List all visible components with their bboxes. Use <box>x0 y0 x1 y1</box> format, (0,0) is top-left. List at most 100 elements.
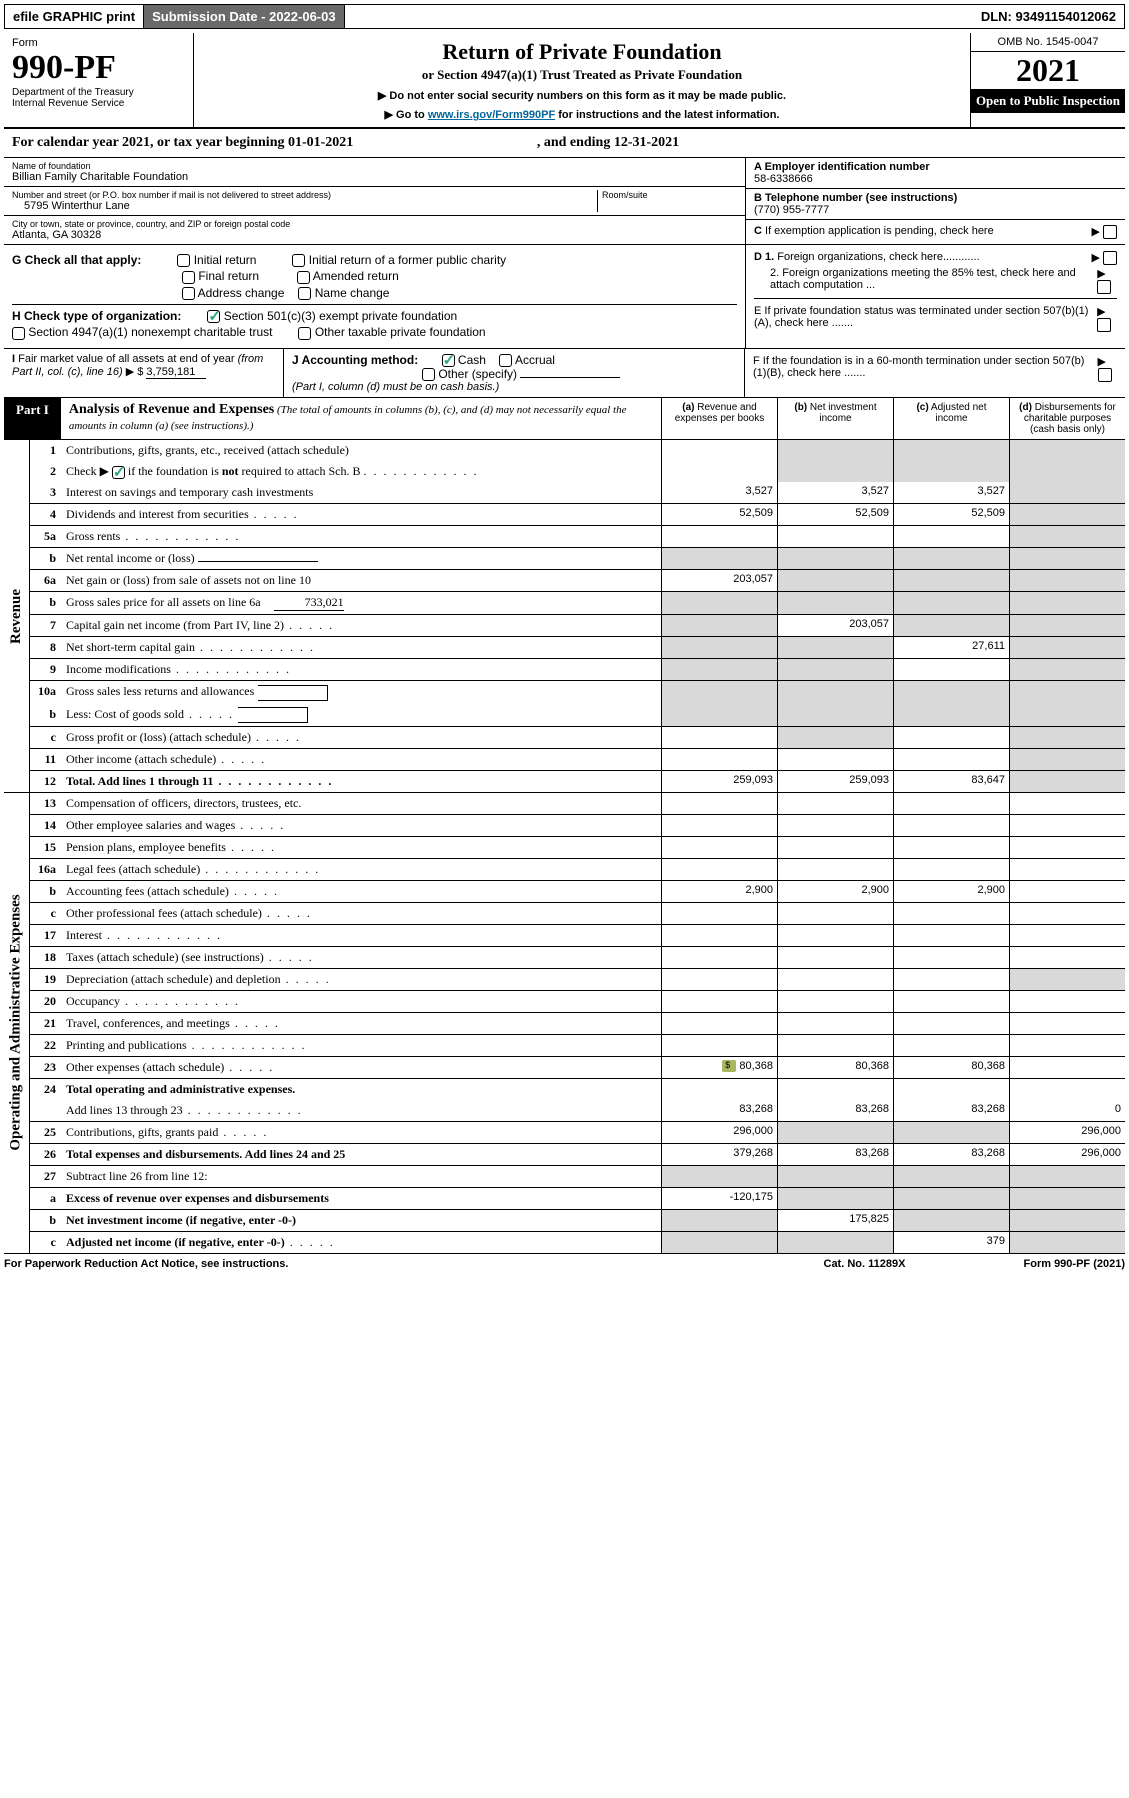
e-checkbox[interactable] <box>1097 318 1111 332</box>
part1-title: Analysis of Revenue and Expenses <box>69 402 274 417</box>
row-4: Dividends and interest from securities <box>62 504 661 525</box>
row-14: Other employee salaries and wages <box>62 815 661 836</box>
row-24: Total operating and administrative expen… <box>62 1079 661 1100</box>
h-label: H Check type of organization: <box>12 309 181 323</box>
revenue-label: Revenue <box>8 589 25 644</box>
row-27c: Adjusted net income (if negative, enter … <box>62 1232 661 1253</box>
room-label: Room/suite <box>602 190 737 200</box>
ein-value: 58-6338666 <box>754 173 1117 185</box>
fmv-value: 3,759,181 <box>146 366 206 379</box>
row-27b: Net investment income (if negative, ente… <box>62 1210 661 1231</box>
form-label: Form <box>12 37 185 49</box>
part1-header: Part I Analysis of Revenue and Expenses … <box>4 398 1125 440</box>
irs-link[interactable]: www.irs.gov/Form990PF <box>428 109 555 121</box>
catalog-number: Cat. No. 11289X <box>824 1258 1024 1270</box>
c-checkbox[interactable] <box>1103 225 1117 239</box>
name-change-checkbox[interactable] <box>298 287 311 300</box>
expenses-label: Operating and Administrative Expenses <box>8 895 25 1151</box>
dept-irs: Internal Revenue Service <box>12 98 185 109</box>
s501c3-checkbox[interactable] <box>207 310 220 323</box>
form-header: Form 990-PF Department of the Treasury I… <box>4 33 1125 129</box>
row-26: Total expenses and disbursements. Add li… <box>62 1144 661 1165</box>
efile-print-button[interactable]: efile GRAPHIC print <box>5 5 144 28</box>
row-1: Contributions, gifts, grants, etc., rece… <box>62 440 661 461</box>
initial-former-checkbox[interactable] <box>292 254 305 267</box>
e-label: E If private foundation status was termi… <box>754 305 1091 329</box>
col-c-header: (c) Adjusted net income <box>893 398 1009 439</box>
row-9: Income modifications <box>62 659 661 680</box>
goto-prefix: ▶ Go to <box>385 109 428 121</box>
part1-label: Part I <box>4 398 61 439</box>
row-25: Contributions, gifts, grants paid <box>62 1122 661 1143</box>
goto-suffix: for instructions and the latest informat… <box>555 109 779 121</box>
row-13: Compensation of officers, directors, tru… <box>62 793 661 814</box>
row-7: Capital gain net income (from Part IV, l… <box>62 615 661 636</box>
efile-toolbar: efile GRAPHIC print Submission Date - 20… <box>4 4 1125 29</box>
foundation-name: Billian Family Charitable Foundation <box>12 171 737 183</box>
row-20: Occupancy <box>62 991 661 1012</box>
cash-checkbox[interactable] <box>442 354 455 367</box>
cash-basis-note: (Part I, column (d) must be on cash basi… <box>292 381 736 393</box>
row-11: Other income (attach schedule) <box>62 749 661 770</box>
accrual-checkbox[interactable] <box>499 354 512 367</box>
row-27a: Excess of revenue over expenses and disb… <box>62 1188 661 1209</box>
row-2: Check ▶ if the foundation is not require… <box>62 461 661 482</box>
row-6a: Net gain or (loss) from sale of assets n… <box>62 570 661 591</box>
initial-return-checkbox[interactable] <box>177 254 190 267</box>
row-15: Pension plans, employee benefits <box>62 837 661 858</box>
row-16a: Legal fees (attach schedule) <box>62 859 661 880</box>
row-24b: Add lines 13 through 23 <box>62 1100 661 1121</box>
row-22: Printing and publications <box>62 1035 661 1056</box>
ssn-warning: ▶ Do not enter social security numbers o… <box>206 89 958 102</box>
street-address: 5795 Winterthur Lane <box>12 200 597 212</box>
row-5b: Net rental income or (loss) <box>62 548 661 569</box>
city-label: City or town, state or province, country… <box>12 219 737 229</box>
row-10b: Less: Cost of goods sold <box>62 704 661 726</box>
other-method-checkbox[interactable] <box>422 368 435 381</box>
row-10a: Gross sales less returns and allowances <box>62 681 661 703</box>
j-label: J Accounting method: <box>292 353 418 367</box>
form-title: Return of Private Foundation <box>206 39 958 65</box>
row-12: Total. Add lines 1 through 11 <box>62 771 661 792</box>
f-label: F If the foundation is in a 60-month ter… <box>753 355 1092 379</box>
phone-value: (770) 955-7777 <box>754 204 1117 216</box>
ein-label: A Employer identification number <box>754 161 1117 173</box>
other-taxable-checkbox[interactable] <box>298 327 311 340</box>
name-label: Name of foundation <box>12 161 737 171</box>
page-footer: For Paperwork Reduction Act Notice, see … <box>4 1258 1125 1270</box>
row-19: Depreciation (attach schedule) and deple… <box>62 969 661 990</box>
revenue-section: Revenue 1Contributions, gifts, grants, e… <box>4 440 1125 793</box>
form-subtitle: or Section 4947(a)(1) Trust Treated as P… <box>206 67 958 83</box>
row-10c: Gross profit or (loss) (attach schedule) <box>62 727 661 748</box>
d1-checkbox[interactable] <box>1103 251 1117 265</box>
d2-checkbox[interactable] <box>1097 280 1111 294</box>
row-27: Subtract line 26 from line 12: <box>62 1166 661 1187</box>
amended-return-checkbox[interactable] <box>297 271 310 284</box>
submission-date: Submission Date - 2022-06-03 <box>144 5 345 28</box>
row-16b: Accounting fees (attach schedule) <box>62 881 661 902</box>
omb-number: OMB No. 1545-0047 <box>971 33 1125 52</box>
d1-label: D 1. Foreign organizations, check here..… <box>754 251 980 263</box>
address-change-checkbox[interactable] <box>182 287 195 300</box>
row-23: Other expenses (attach schedule) <box>62 1057 661 1078</box>
city-state-zip: Atlanta, GA 30328 <box>12 229 737 241</box>
c-label: If exemption application is pending, che… <box>765 225 994 237</box>
addr-label: Number and street (or P.O. box number if… <box>12 190 597 200</box>
row-17: Interest <box>62 925 661 946</box>
row-5a: Gross rents <box>62 526 661 547</box>
row-16c: Other professional fees (attach schedule… <box>62 903 661 924</box>
schb-checkbox[interactable] <box>112 466 125 479</box>
row-6b: Gross sales price for all assets on line… <box>62 592 661 614</box>
section-g-h: G Check all that apply: Initial return I… <box>4 245 1125 349</box>
attachment-icon[interactable] <box>722 1060 736 1072</box>
f-checkbox[interactable] <box>1098 368 1112 382</box>
row-18: Taxes (attach schedule) (see instruction… <box>62 947 661 968</box>
fmv-section: I Fair market value of all assets at end… <box>4 349 1125 399</box>
g-label: G Check all that apply: <box>12 253 141 267</box>
row-3: Interest on savings and temporary cash i… <box>62 482 661 503</box>
col-b-header: (b) Net investment income <box>777 398 893 439</box>
phone-label: B Telephone number (see instructions) <box>754 192 1117 204</box>
tax-year: 2021 <box>971 52 1125 89</box>
final-return-checkbox[interactable] <box>182 271 195 284</box>
s4947-checkbox[interactable] <box>12 327 25 340</box>
